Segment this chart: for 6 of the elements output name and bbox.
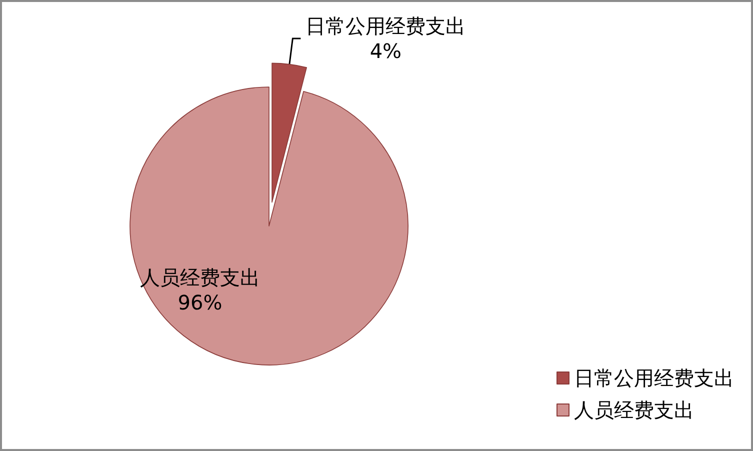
legend-label: 日常公用经费支出: [574, 366, 734, 390]
slice-label: 日常公用经费支出: [306, 14, 466, 38]
data-label: 4%: [370, 38, 402, 63]
slice-label: 人员经费支出: [140, 266, 260, 290]
data-label: 96%: [178, 290, 222, 314]
legend-label: 人员经费支出: [574, 398, 694, 422]
